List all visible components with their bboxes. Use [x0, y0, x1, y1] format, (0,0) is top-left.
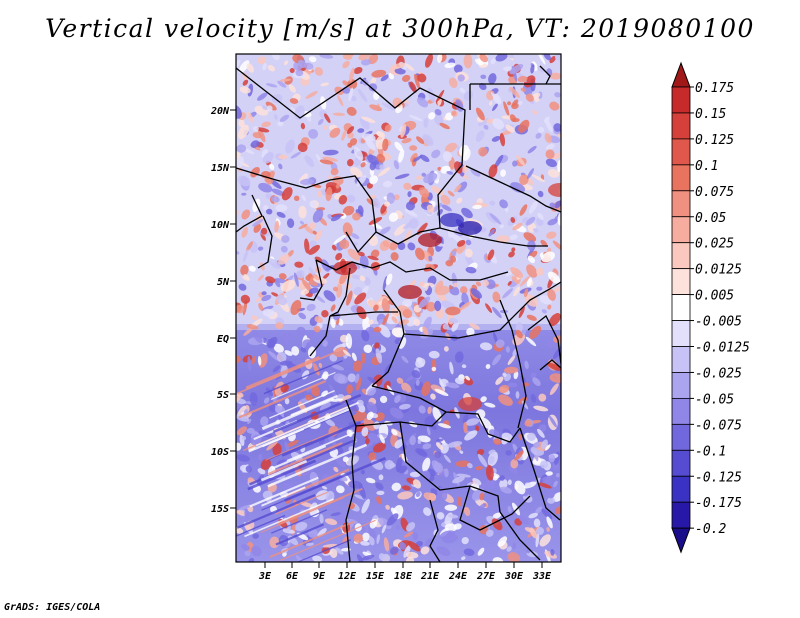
- lon-label: 30E: [504, 571, 524, 582]
- colorbar-swatch: [671, 501, 691, 529]
- map-field: [236, 54, 561, 562]
- lon-label: 33E: [532, 571, 552, 582]
- colorbar-label: -0.2: [695, 522, 726, 537]
- lat-label: 5S: [217, 390, 229, 401]
- colorbar-label: 0.175: [695, 81, 734, 96]
- colorbar-label: 0.125: [695, 133, 734, 148]
- colorbar-swatch: [671, 164, 691, 192]
- colorbar-label: -0.1: [695, 444, 726, 459]
- lat-label: 5N: [217, 277, 230, 288]
- colorbar-label: -0.075: [695, 418, 742, 433]
- colorbar-swatch: [671, 268, 691, 295]
- colorbar-swatch: [671, 346, 691, 373]
- colorbar-swatch: [671, 138, 691, 166]
- colorbar-label: -0.025: [695, 366, 742, 381]
- colorbar-label: -0.005: [695, 315, 742, 330]
- longitude-axis: 3E 6E 9E 12E 15E 18E 21E 24E 27E 30E 33E: [258, 562, 552, 582]
- lon-label: 9E: [313, 571, 326, 582]
- colorbar-swatch: [671, 423, 691, 451]
- colorbar-label: 0.005: [695, 289, 734, 304]
- colorbar-swatch: [671, 294, 691, 321]
- colorbar-bottom-arrow: [671, 527, 691, 554]
- colorbar-label: 0.0125: [695, 263, 742, 278]
- colorbar-swatch: [671, 372, 691, 399]
- colorbar-label: 0.05: [695, 211, 726, 226]
- colorbar-swatch: [671, 449, 691, 477]
- lon-label: 12E: [338, 571, 357, 582]
- map-frame: [235, 53, 562, 563]
- colorbar: 0.175 0.15 0.125 0.1 0.075 0.05 0.025 0.0125 0.0…: [671, 61, 750, 554]
- colorbar-swatch: [671, 397, 691, 425]
- colorbar-label: 0.1: [695, 159, 718, 174]
- lat-label: EQ: [217, 334, 229, 345]
- colorbar-swatch: [671, 475, 691, 503]
- colorbar-label: -0.0125: [695, 341, 750, 356]
- lat-label: 20N: [210, 106, 230, 117]
- colorbar-swatch: [671, 320, 691, 347]
- lat-label: 15S: [211, 504, 229, 515]
- lon-label: 27E: [476, 571, 496, 582]
- colorbar-label: -0.175: [695, 496, 742, 511]
- colorbar-label: 0.075: [695, 185, 734, 200]
- lon-label: 3E: [258, 571, 272, 582]
- colorbar-label: 0.15: [695, 107, 726, 122]
- colorbar-label: -0.05: [695, 392, 734, 407]
- lon-label: 24E: [448, 571, 468, 582]
- lon-label: 18E: [394, 571, 413, 582]
- colorbar-swatch: [671, 216, 691, 244]
- boundaries: [236, 65, 561, 562]
- latitude-axis: 20N 15N 10N 5N EQ 5S 10S 15S: [210, 106, 236, 515]
- colorbar-swatch: [671, 190, 691, 218]
- colorbar-swatch: [671, 112, 691, 140]
- colorbar-swatch: [671, 242, 691, 270]
- colorbar-top-arrow: [671, 61, 691, 88]
- colorbar-label: -0.125: [695, 470, 742, 485]
- lon-label: 15E: [366, 571, 385, 582]
- lat-label: 10S: [211, 447, 229, 458]
- lat-label: 10N: [211, 220, 230, 231]
- lat-label: 15N: [211, 163, 230, 174]
- colorbar-swatch: [671, 86, 691, 114]
- grads-credit: GrADS: IGES/COLA: [4, 602, 101, 613]
- lon-label: 21E: [420, 571, 440, 582]
- lon-label: 6E: [286, 571, 299, 582]
- map-title: Vertical velocity [m/s] at 300hPa, VT: 2…: [45, 14, 755, 43]
- colorbar-label: 0.025: [695, 237, 734, 252]
